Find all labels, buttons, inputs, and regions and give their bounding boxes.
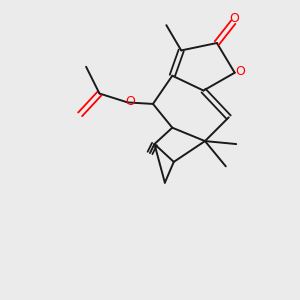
Text: O: O [236, 65, 246, 78]
Text: O: O [125, 95, 135, 108]
Text: O: O [229, 12, 239, 25]
